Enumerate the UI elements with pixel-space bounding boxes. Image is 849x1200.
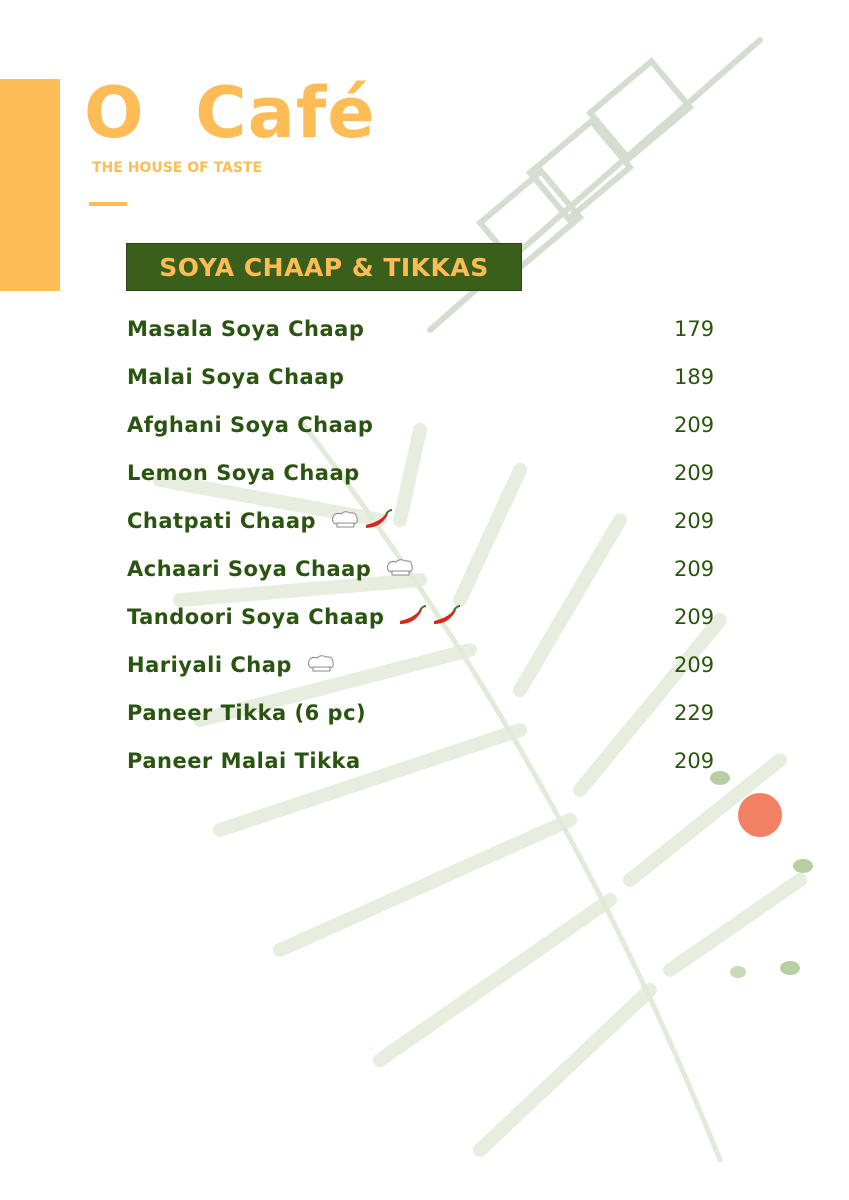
item-name: Masala Soya Chaap [127, 317, 365, 341]
item-icons [330, 508, 394, 534]
chili-icon [364, 508, 394, 534]
menu-item: Masala Soya Chaap 179 [127, 314, 727, 344]
brand-tagline: THE HOUSE OF TASTE [92, 160, 263, 176]
menu-item: Paneer Malai Tikka 209 [127, 746, 727, 776]
chef-hat-icon [330, 510, 360, 532]
menu-item: Afghani Soya Chaap 209 [127, 410, 727, 440]
item-price: 209 [674, 749, 715, 773]
item-name: Chatpati Chaap [127, 509, 317, 533]
menu-item: Lemon Soya Chaap 209 [127, 458, 727, 488]
accent-divider [89, 202, 127, 206]
item-price: 189 [674, 365, 715, 389]
chef-hat-icon [385, 558, 415, 580]
item-name: Lemon Soya Chaap [127, 461, 360, 485]
menu-item: Chatpati Chaap 209 [127, 506, 727, 536]
item-icons [306, 654, 336, 676]
item-price: 209 [674, 461, 715, 485]
menu-item: Achaari Soya Chaap 209 [127, 554, 727, 584]
item-icons [385, 558, 415, 580]
item-name: Malai Soya Chaap [127, 365, 345, 389]
chili-icon [432, 604, 462, 630]
item-price: 209 [674, 509, 715, 533]
menu-item: Tandoori Soya Chaap 209 [127, 602, 727, 632]
menu-item: Malai Soya Chaap 189 [127, 362, 727, 392]
brand-name: O Café [84, 72, 376, 154]
item-name: Paneer Tikka (6 pc) [127, 701, 367, 725]
item-name: Hariyali Chap [127, 653, 292, 677]
tomato-illustration [738, 793, 782, 837]
item-name: Paneer Malai Tikka [127, 749, 361, 773]
chef-hat-icon [306, 654, 336, 676]
item-name: Afghani Soya Chaap [127, 413, 374, 437]
item-price: 209 [674, 557, 715, 581]
palm-leaf-illustration [153, 417, 807, 1163]
chili-icon [398, 604, 428, 630]
item-price: 209 [674, 413, 715, 437]
section-title: SOYA CHAAP & TIKKAS [126, 243, 522, 291]
accent-bar [0, 79, 60, 291]
item-name: Tandoori Soya Chaap [127, 605, 385, 629]
item-name: Achaari Soya Chaap [127, 557, 372, 581]
item-price: 209 [674, 605, 715, 629]
item-price: 209 [674, 653, 715, 677]
item-price: 179 [674, 317, 715, 341]
menu-item: Paneer Tikka (6 pc) 229 [127, 698, 727, 728]
item-icons [398, 604, 462, 630]
menu-item: Hariyali Chap 209 [127, 650, 727, 680]
item-price: 229 [674, 701, 715, 725]
